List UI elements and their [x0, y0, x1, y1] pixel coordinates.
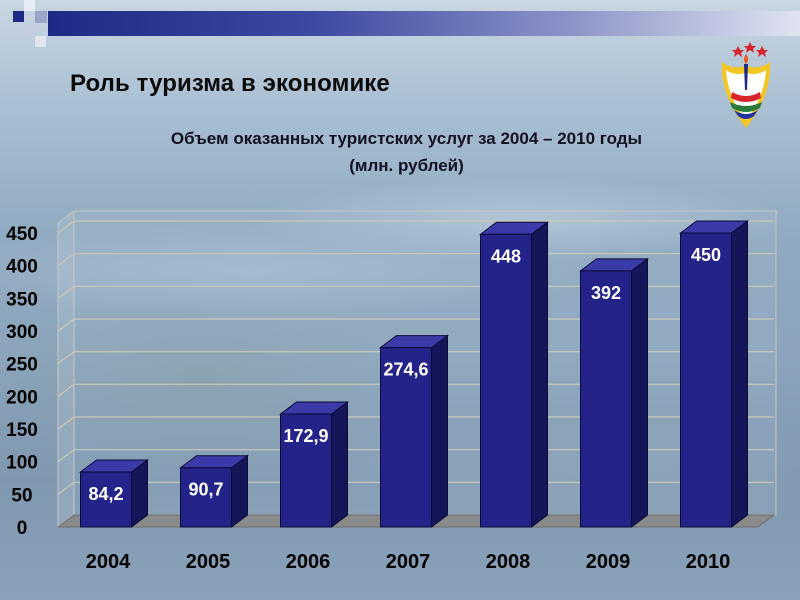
data-label: 448	[491, 246, 521, 266]
bar-front	[280, 413, 332, 528]
slide-title: Роль туризма в экономике	[70, 70, 390, 97]
bar-side	[331, 401, 348, 528]
y-tick-label: 150	[6, 420, 38, 441]
gridline	[57, 220, 774, 234]
data-label: 172,9	[283, 426, 328, 446]
bar-front	[580, 270, 632, 528]
bar-front	[380, 347, 432, 528]
bar-front	[180, 467, 232, 528]
bar	[179, 454, 249, 528]
bar-front	[480, 233, 532, 528]
data-label: 90,7	[188, 480, 223, 500]
bar-side	[431, 334, 448, 528]
decor-square	[35, 36, 46, 47]
y-tick-label: 0	[17, 518, 28, 539]
bar	[379, 334, 449, 528]
bar	[479, 221, 549, 528]
x-tick-label: 2004	[86, 551, 131, 573]
y-tick-label: 250	[6, 355, 38, 376]
y-tick-label: 450	[6, 224, 38, 245]
decor-square	[24, 0, 35, 11]
decor-square	[24, 25, 35, 36]
bar	[79, 458, 149, 528]
x-tick-label: 2005	[186, 551, 231, 573]
y-tick-label: 400	[6, 257, 38, 278]
data-label: 84,2	[88, 484, 123, 504]
data-label: 274,6	[383, 360, 428, 380]
chart-side-wall	[57, 210, 75, 528]
bar-front	[80, 471, 132, 528]
y-tick-label: 350	[6, 289, 38, 310]
decor-square	[35, 11, 47, 23]
x-tick-label: 2008	[486, 551, 531, 573]
x-tick-label: 2010	[686, 551, 731, 573]
x-tick-label: 2009	[586, 551, 631, 573]
y-axis-ticks: 0 50 100 150 200 250 300 350 400 450	[6, 224, 38, 539]
y-tick-label: 300	[6, 322, 38, 343]
bar-side	[531, 221, 548, 528]
bar	[579, 257, 649, 528]
bar	[279, 401, 349, 528]
bar-front	[680, 232, 732, 528]
bar	[679, 220, 749, 528]
y-tick-label: 100	[6, 453, 38, 474]
header-band	[48, 11, 800, 36]
x-tick-label: 2006	[286, 551, 331, 573]
x-axis-ticks: 2004 2005 2006 2007 2008 2009 2010	[86, 551, 731, 573]
chart-subtitle-line1: Объем оказанных туристских услуг за 2004…	[170, 129, 643, 148]
data-label: 392	[591, 283, 621, 303]
y-tick-label: 50	[11, 485, 32, 506]
decor-square	[13, 11, 24, 22]
chart-subtitle: Объем оказанных туристских услуг за 2004…	[100, 125, 713, 179]
emblem-logo	[721, 42, 771, 128]
chart-bars: 84,2 90,7 172,9 274,6 448 392 450	[79, 220, 749, 528]
bar-side	[631, 257, 648, 528]
bar-side	[731, 220, 748, 528]
chart-subtitle-line2: (млн. рублей)	[349, 156, 464, 175]
data-label: 450	[691, 245, 721, 265]
y-tick-label: 200	[6, 387, 38, 408]
x-tick-label: 2007	[386, 551, 431, 573]
